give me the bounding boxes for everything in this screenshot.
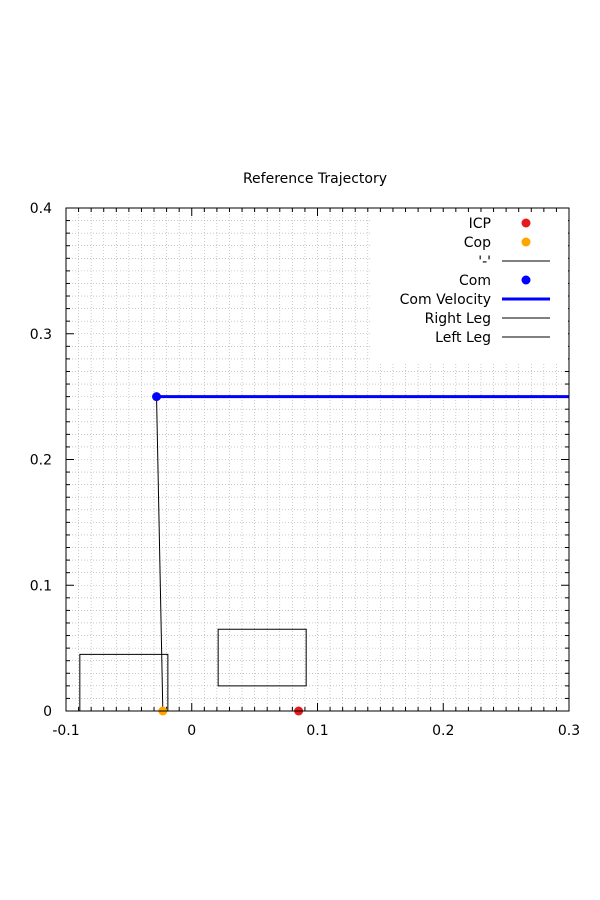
y-tick-label: 0.4 [30, 201, 52, 217]
chart-title: Reference Trajectory [243, 171, 387, 187]
series-right-leg [217, 628, 307, 687]
legend: ICP Cop '-' Com Com Velocity Right Leg Left Le… [372, 212, 568, 362]
legend-label-right-leg: Right Leg [425, 311, 491, 327]
plot-frame [65, 207, 570, 712]
legend-label-icp: ICP [469, 216, 491, 232]
x-tick-label: 0.3 [558, 723, 580, 739]
legend-marker-icp [521, 218, 531, 228]
point-com [152, 392, 162, 402]
x-tick-label: 0 [187, 723, 196, 739]
legend-marker-cop [521, 237, 531, 247]
tick-labels: -0.1 0 0.1 0.2 0.300.10.20.30.4 [30, 201, 580, 739]
legend-label-com-velocity: Com Velocity [400, 292, 491, 308]
y-tick-label: 0.2 [30, 453, 52, 469]
legend-label-left-leg: Left Leg [435, 330, 491, 346]
x-tick-label: 0.1 [306, 723, 328, 739]
y-tick-label: 0.3 [30, 327, 52, 343]
y-tick-label: 0 [43, 704, 52, 720]
y-tick-label: 0.1 [30, 578, 52, 594]
series-layer [79, 392, 569, 716]
x-tick-label: -0.1 [52, 723, 79, 739]
legend-marker-com [521, 275, 531, 285]
axis-ticks [65, 207, 570, 712]
x-tick-label: 0.2 [432, 723, 454, 739]
legend-label-dash: '-' [478, 254, 491, 270]
legend-label-cop: Cop [464, 235, 491, 251]
legend-label-com: Com [459, 273, 491, 289]
series-left-leg [79, 653, 169, 712]
series-dash [156, 396, 164, 712]
